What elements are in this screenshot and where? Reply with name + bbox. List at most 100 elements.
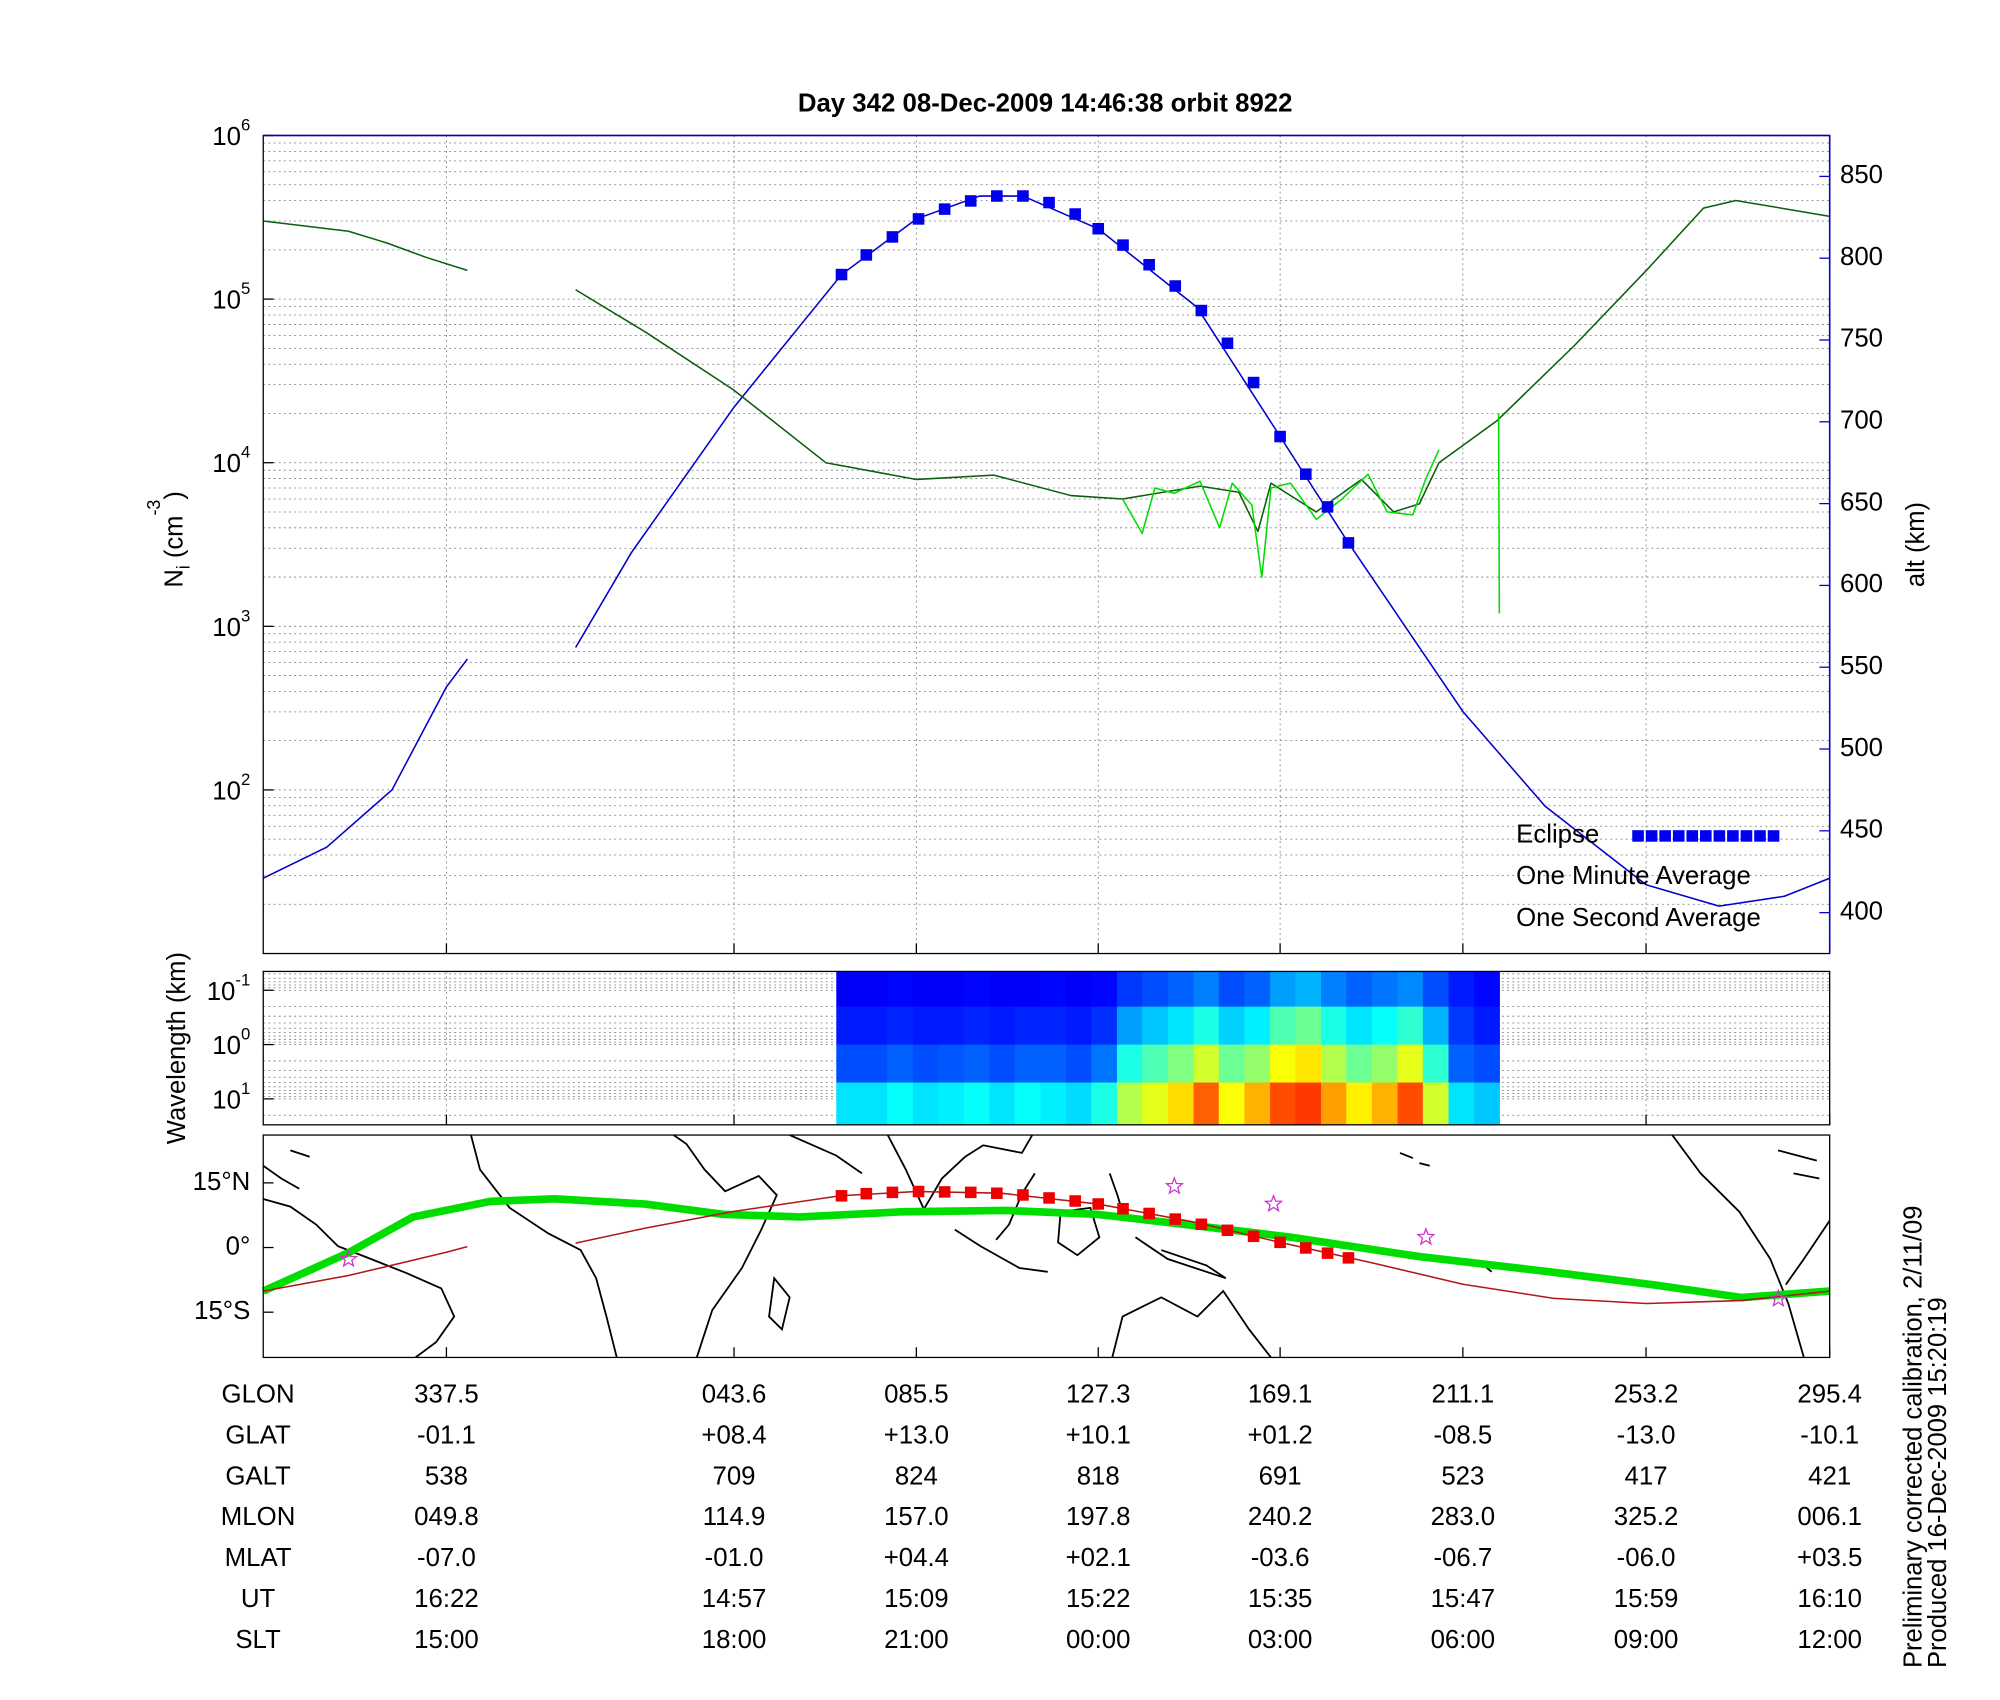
heat-cell — [1066, 1082, 1092, 1126]
heat-cell — [1167, 1082, 1195, 1126]
tick-text: 15°S — [194, 1297, 250, 1325]
heat-cell — [887, 971, 914, 1008]
table-cell: +02.1 — [1066, 1544, 1131, 1572]
heat-cell — [1218, 1044, 1245, 1084]
tick-exponent: 4 — [241, 443, 250, 462]
heat-cell — [912, 971, 939, 1008]
heat-cell — [1346, 1044, 1373, 1084]
y-axis-title-part: ) — [160, 491, 188, 500]
legend-marker — [1767, 830, 1780, 842]
marker-star — [1416, 1227, 1436, 1246]
heat-cell — [1091, 971, 1118, 1008]
table-cell: 295.4 — [1797, 1381, 1862, 1409]
marker-square — [964, 1186, 977, 1199]
y-axis-title: Wavelength (km) — [163, 952, 191, 1144]
heat-cell — [1321, 971, 1347, 1008]
marker-square — [1342, 1252, 1355, 1264]
table-row-label: SLT — [235, 1626, 281, 1654]
heat-cell — [938, 1006, 965, 1046]
table-cell: -06.7 — [1433, 1544, 1492, 1572]
legend-marker — [1713, 830, 1726, 842]
tick-base: 10 — [212, 777, 241, 805]
tick-exponent: 1 — [241, 1079, 250, 1098]
legend-marker — [1645, 830, 1658, 842]
marker-square — [1169, 1213, 1182, 1225]
tick-exponent: -1 — [235, 971, 250, 990]
heat-cell — [1295, 1082, 1322, 1126]
table-row-label: MLAT — [225, 1544, 292, 1572]
heat-cell — [1321, 1044, 1347, 1084]
table-cell: 157.0 — [884, 1503, 949, 1531]
heat-cell — [1244, 1006, 1271, 1046]
table-cell: 14:57 — [702, 1585, 767, 1613]
heat-cell — [989, 1082, 1016, 1126]
tick-base: 10 — [212, 450, 241, 478]
marker-square — [1221, 337, 1234, 350]
heat-cell — [1422, 1006, 1450, 1046]
heat-cell — [1091, 1006, 1118, 1046]
heat-cell — [1346, 1006, 1373, 1046]
table-cell: 709 — [713, 1462, 756, 1490]
heat-cell — [1014, 971, 1041, 1008]
table-cell: 691 — [1259, 1462, 1302, 1490]
heat-cell — [1448, 1044, 1475, 1084]
heat-cell — [1040, 1082, 1067, 1126]
heat-cell — [1142, 1044, 1169, 1084]
series-line — [1121, 413, 1501, 614]
table-cell: 03:00 — [1248, 1626, 1313, 1654]
heat-cell — [1448, 971, 1475, 1008]
heat-cell — [1193, 971, 1220, 1008]
tick-base: 10 — [207, 978, 236, 1006]
marker-square — [1017, 190, 1029, 202]
heat-cell — [1295, 971, 1322, 1008]
legend-marker — [1659, 830, 1671, 842]
heat-cell — [1244, 971, 1271, 1008]
marker-square — [1247, 1230, 1260, 1243]
chart-title: Day 342 08-Dec-2009 14:46:38 orbit 8922 — [798, 90, 1293, 118]
heat-cell — [1116, 1006, 1143, 1046]
table-cell: 049.8 — [414, 1503, 479, 1531]
tick-exponent: 5 — [241, 280, 250, 299]
legend-marker — [1632, 830, 1644, 842]
heat-cell — [963, 1044, 990, 1084]
coastline — [768, 1276, 791, 1332]
heat-cell — [1116, 1082, 1143, 1126]
table-cell: 240.2 — [1248, 1503, 1313, 1531]
heat-cell — [1346, 1082, 1373, 1126]
footer-note: Preliminary corrected calibration, 2/11/… — [1900, 1206, 1928, 1669]
heat-cell — [1474, 971, 1500, 1008]
marker-square — [1195, 1218, 1208, 1231]
tick-base: 10 — [212, 614, 241, 642]
heat-cell — [836, 1082, 863, 1126]
table-cell: 18:00 — [702, 1626, 767, 1654]
table-cell: 006.1 — [1797, 1503, 1862, 1531]
heat-cell — [1397, 1082, 1424, 1126]
marker-square — [1043, 1192, 1055, 1204]
heat-cell — [1091, 1082, 1118, 1126]
y-tick-label: 103 — [212, 607, 250, 642]
legend-marker — [1727, 830, 1739, 842]
marker-square — [860, 1187, 873, 1200]
heat-cell — [938, 1044, 965, 1084]
table-cell: 15:35 — [1248, 1585, 1313, 1613]
marker-square — [1299, 1242, 1312, 1254]
heat-cell — [1244, 1082, 1271, 1126]
heat-cell — [1167, 1044, 1195, 1084]
marker-square — [1092, 222, 1105, 235]
heat-cell — [1270, 1044, 1296, 1084]
legend-label: Eclipse — [1516, 821, 1599, 849]
marker-square — [1274, 430, 1286, 443]
heat-cell — [963, 1082, 990, 1126]
table-cell: 21:00 — [884, 1626, 949, 1654]
heat-cell — [1218, 1006, 1245, 1046]
marker-square — [1195, 304, 1208, 317]
heat-cell — [1014, 1044, 1041, 1084]
heat-cell — [1218, 1082, 1245, 1126]
marker-star — [1164, 1176, 1185, 1195]
heat-cell — [861, 1006, 888, 1046]
table-cell: 421 — [1808, 1462, 1851, 1490]
marker-square — [886, 231, 899, 243]
heat-cell — [887, 1006, 914, 1046]
heat-cell — [861, 1082, 888, 1126]
table-cell: 06:00 — [1431, 1626, 1496, 1654]
